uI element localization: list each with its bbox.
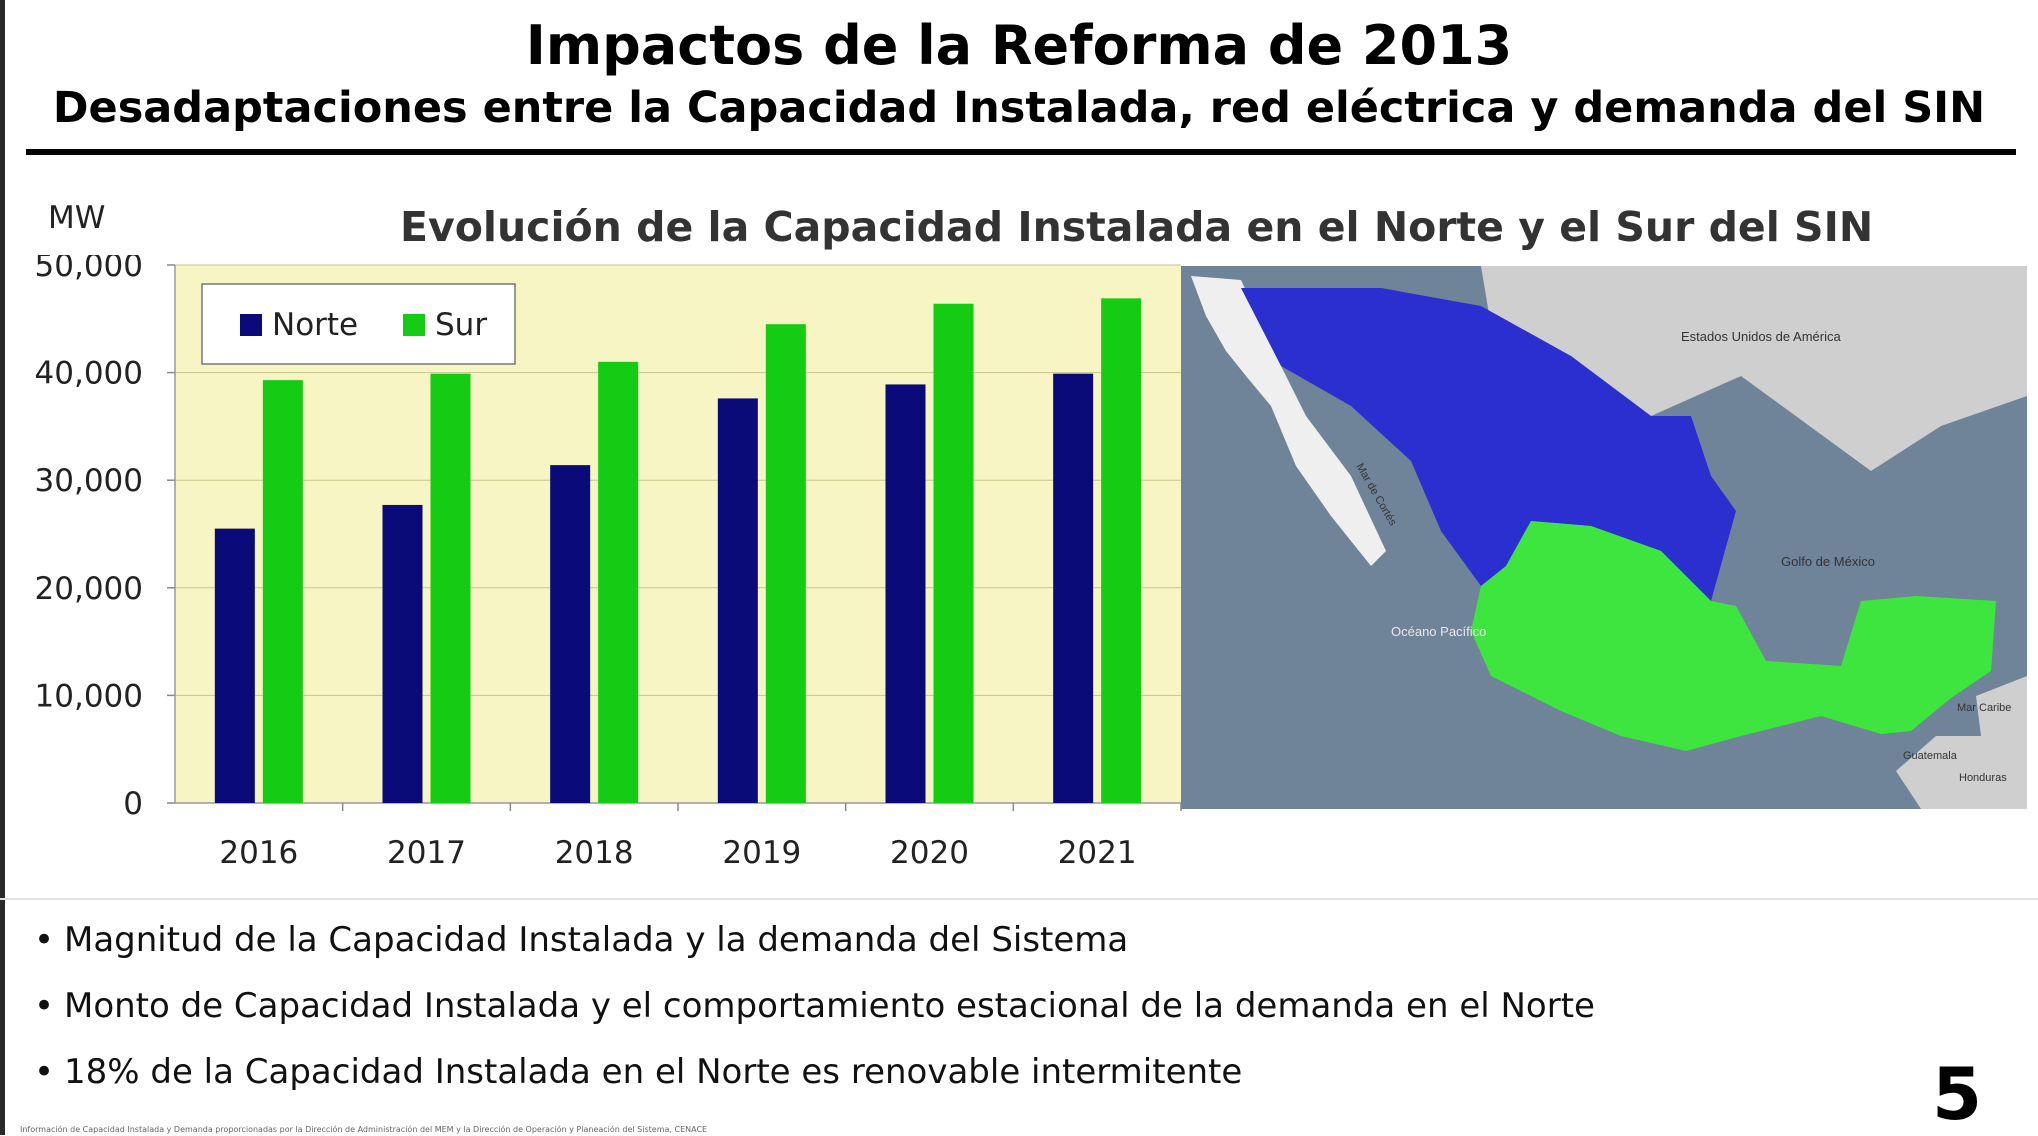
- legend-label-norte: Norte: [272, 307, 358, 343]
- bar-sur: [598, 361, 639, 803]
- title-rule: [26, 149, 2016, 155]
- y-axis-unit-label: MW: [48, 200, 106, 236]
- bar-norte: [885, 384, 926, 803]
- bar-norte: [1053, 373, 1094, 803]
- legend-swatch-norte: [240, 314, 262, 336]
- chart-title: Evolución de la Capacidad Instalada en e…: [400, 203, 1874, 251]
- bullet-item: 18% de la Capacidad Instalada en el Nort…: [34, 1049, 1595, 1115]
- bar-norte: [717, 398, 758, 803]
- capacity-bar-chart: 0 10,000 20,000 30,000 40,000 50,000 2016 2017 2…: [35, 255, 1182, 871]
- bullet-item: Monto de Capacidad Instalada y el compor…: [34, 983, 1595, 1049]
- bar-sur: [1101, 298, 1142, 803]
- bar-norte: [550, 465, 591, 803]
- bullet-item: Magnitud de la Capacidad Instalada y la …: [34, 917, 1595, 983]
- x-tick-label: 2019: [722, 835, 801, 871]
- map-baja-california: [1191, 276, 1386, 566]
- map-label-honduras: Honduras: [1959, 772, 2007, 784]
- y-tick-label: 10,000: [35, 678, 143, 714]
- x-tick-label: 2016: [219, 835, 298, 871]
- map-label-pacific: Océano Pacífico: [1391, 624, 1486, 639]
- map-central-america: [1896, 676, 2027, 809]
- bullet-list: Magnitud de la Capacidad Instalada y la …: [34, 917, 1595, 1115]
- map-label-gulf: Golfo de México: [1781, 554, 1875, 569]
- map-region-sur: [1471, 521, 1996, 751]
- bar-norte: [382, 504, 423, 803]
- source-footnote: Información de Capacidad Instalada y Dem…: [20, 1125, 708, 1134]
- bar-sur: [933, 303, 974, 803]
- map-usa: [1481, 266, 2027, 471]
- slide-subtitle: Desadaptaciones entre la Capacidad Insta…: [52, 83, 1986, 133]
- bar-norte: [214, 528, 255, 803]
- slide-left-edge: [0, 0, 5, 1135]
- bar-sur: [262, 380, 303, 803]
- map-region-norte: [1241, 288, 1736, 601]
- x-tick-label: 2021: [1058, 835, 1137, 871]
- map-label-usa: Estados Unidos de América: [1681, 329, 1841, 344]
- map-label-caribbean: Mar Caribe: [1957, 702, 2011, 714]
- bar-sur: [765, 324, 806, 803]
- bar-sur: [430, 373, 471, 803]
- sin-north-south-map: Estados Unidos de América Golfo de Méxic…: [1181, 266, 2027, 809]
- section-divider: [0, 898, 2038, 900]
- legend-label-sur: Sur: [435, 307, 487, 343]
- x-tick-label: 2018: [555, 835, 634, 871]
- x-tick-label: 2020: [890, 835, 969, 871]
- y-tick-label: 20,000: [35, 571, 143, 607]
- slide-title: Impactos de la Reforma de 2013: [525, 14, 1513, 77]
- y-tick-label: 0: [123, 786, 143, 822]
- y-tick-label: 30,000: [35, 463, 143, 499]
- map-label-guatemala: Guatemala: [1903, 750, 1958, 762]
- x-tick-label: 2017: [387, 835, 466, 871]
- y-tick-label: 50,000: [35, 255, 143, 284]
- y-tick-label: 40,000: [35, 356, 143, 392]
- page-number: 5: [1932, 1052, 1983, 1136]
- legend-swatch-sur: [403, 314, 425, 336]
